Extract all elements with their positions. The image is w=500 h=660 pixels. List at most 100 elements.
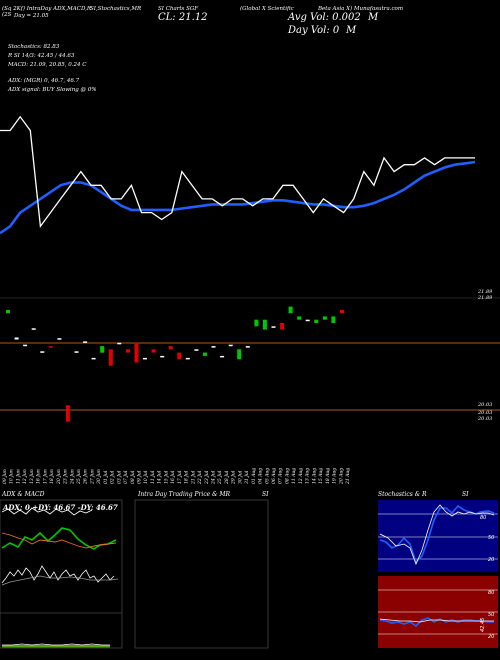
date-tick-label: 07 Jul (123, 470, 129, 484)
rsi-signal-line (379, 618, 494, 623)
date-tick-label: 02 Jul (110, 470, 116, 484)
header-col4: (Global X Scientific (240, 6, 294, 12)
date-tick-label: 09 Jul (137, 470, 143, 484)
candle (23, 344, 28, 347)
date-tick-label: 16 Jul (170, 470, 176, 484)
moving-average-line (0, 160, 476, 235)
candle (14, 337, 19, 340)
date-tick-label: 30 Jun (96, 469, 102, 484)
candle (108, 349, 113, 366)
rsi-tick-20: 20 (488, 634, 494, 640)
date-tick-label: 08 Aug (285, 468, 291, 484)
candle (100, 346, 105, 353)
price-label-bottom-3: 20.03 (478, 416, 493, 422)
date-tick-label: 29 Jul (231, 470, 237, 485)
date-tick-label: 10 Jul (143, 470, 149, 484)
candle (185, 357, 190, 360)
adx-minus-di-line (1, 532, 117, 549)
day-volume-unit: M (346, 25, 357, 36)
date-tick-label: 18 Jun (49, 469, 55, 484)
date-tick-label: 04 Aug (258, 468, 264, 484)
intra-panel-title-2: SI (262, 491, 269, 498)
candle (125, 349, 130, 353)
price-label-top-2: 21.89 (478, 295, 493, 301)
candle (220, 355, 225, 358)
date-tick-label: 18 Jul (184, 470, 190, 484)
date-tick-label: 12 Aug (298, 468, 304, 484)
date-tick-label: 22 Jul (197, 470, 203, 485)
candle (322, 316, 327, 320)
date-tick-label: 13 Aug (305, 468, 311, 484)
candle (237, 349, 242, 360)
candle (65, 405, 70, 422)
date-tick-label: 11 Jun (16, 469, 22, 484)
candle (194, 349, 199, 351)
candle (117, 342, 122, 345)
date-tick-label: 01 Aug (251, 468, 257, 484)
candle (151, 349, 156, 353)
date-tick-label: 21 Jul (190, 470, 196, 485)
adx-line (1, 507, 93, 516)
candle (168, 346, 173, 350)
intra-panel-title: Intra Day Trading Price & MR (138, 491, 231, 498)
adx-histogram-white (2, 643, 110, 646)
candle (6, 309, 10, 314)
date-tick-label: 12 Jun (22, 469, 28, 484)
price-label-bottom-1: 20.03 (478, 402, 493, 408)
date-tick-label: 11 Aug (291, 468, 297, 484)
candle (74, 351, 79, 353)
adx-values-label: ADX: 0 +DY: 46.67 -DY: 46.67 (3, 503, 118, 512)
date-tick-label: 17 Jun (42, 469, 48, 484)
candle (271, 326, 276, 328)
date-tick-label: 19 Aug (332, 468, 338, 484)
date-tick-label: 16 Jun (36, 469, 42, 484)
adx-line-2: ADX signal: BUY Slowing @ 0% (8, 87, 97, 93)
macd-signal-line (1, 575, 119, 586)
candle (254, 319, 259, 327)
close-price: CL: 21.12 (158, 12, 208, 23)
adx-panel (0, 499, 123, 649)
date-tick-label: 14 Aug (311, 468, 317, 484)
date-tick-label: 05 Aug (264, 468, 270, 484)
intraday-panel (134, 499, 269, 649)
date-tick-label: 26 Jun (83, 469, 89, 485)
candle (331, 316, 336, 323)
macd-line (1, 565, 115, 584)
date-tick-label: 08 Jul (130, 470, 136, 484)
stoch-panel-title-2: SI (462, 491, 469, 498)
date-tick-label: 23 Jun (63, 469, 69, 485)
date-tick-label: 27 Jun (89, 469, 95, 485)
candle (134, 342, 139, 363)
date-tick-label: 15 Jul (163, 470, 169, 484)
rsi-tick-50: 50 (488, 612, 494, 618)
candle (340, 309, 344, 314)
candle (314, 319, 319, 323)
candle (228, 344, 233, 347)
stochastics-line-3: MACD: 21.09, 20.85, 0.24 C (8, 62, 87, 68)
date-tick-label: 06 Aug (271, 468, 277, 484)
candle (83, 341, 88, 343)
avg-volume-unit: M (368, 12, 379, 23)
date-tick-label: 10 Jun (9, 469, 15, 484)
candle (203, 352, 207, 356)
date-tick-label: 18 Aug (325, 468, 331, 484)
header-col1-line2: Day = 21.05 (14, 13, 49, 19)
date-tick-label: 24 Jul (211, 470, 217, 485)
candle (211, 346, 216, 348)
candle (245, 346, 250, 348)
candle (297, 316, 302, 320)
date-tick-label: 17 Jul (177, 470, 183, 484)
stochastics-line-1: Stochastics: 82.83 (8, 44, 60, 50)
candle (280, 323, 285, 330)
date-tick-label: 09 Jun (2, 469, 8, 484)
adx-plus-di-line (1, 527, 117, 550)
date-tick-label: 25 Jul (217, 470, 223, 485)
stoch-tick-20: 20 (488, 557, 494, 563)
stoch-tick-50: 50 (488, 535, 494, 541)
price-label-bottom-2: 20.03 (478, 410, 493, 416)
header-col1-prefix: (2S (2, 12, 12, 18)
date-tick-label: 24 Jun (69, 469, 75, 485)
candle (262, 319, 267, 330)
